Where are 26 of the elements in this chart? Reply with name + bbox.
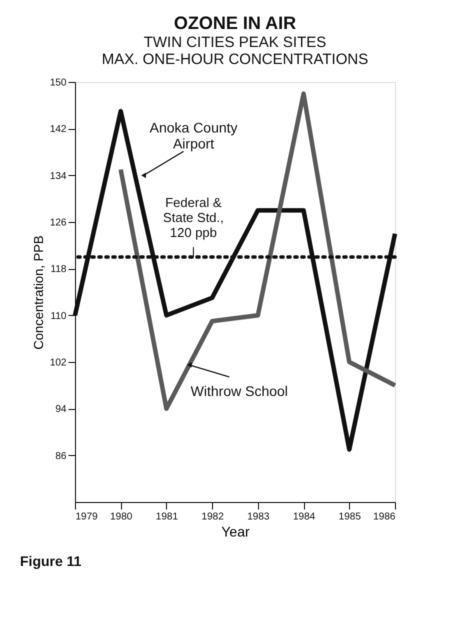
caption: Figure 11: [20, 553, 82, 569]
x-tick-label: 1984: [292, 512, 316, 522]
y-tick-label: 86: [55, 450, 67, 462]
y-tick-label: 134: [50, 170, 67, 182]
y-tick-label: 102: [50, 358, 67, 368]
y-tick-label: 118: [50, 264, 67, 276]
x-tick-label: 1982: [202, 512, 224, 522]
line-series: [118, 91, 398, 411]
chart-title: OZONE IN AIR: [174, 13, 296, 33]
y-tick-label: 142: [50, 124, 67, 136]
y-tick-label: 94: [55, 404, 67, 416]
y-tick-label: 110: [50, 310, 67, 322]
x-tick-label: 1986: [373, 512, 396, 522]
ref-line-label: Federal & State Std., 120 ppb: [163, 195, 224, 240]
x-tick-label: 1983: [247, 512, 270, 522]
y-tick-label: 126: [50, 218, 67, 228]
chart-subtitle: TWIN CITIES PEAK SITES MAX. ONE-HOUR CONCENTRATIONS: [102, 34, 368, 68]
y-tick-label: 150: [50, 78, 67, 88]
x-tick-label: 1980: [110, 512, 133, 522]
annotation: Anoka County Airport: [150, 119, 238, 152]
x-tick-label: 1979: [76, 512, 98, 522]
x-tick-label: 1981: [156, 512, 178, 522]
annotation: Withrow School: [190, 382, 288, 399]
y-axis-title: Concentration, PPB: [30, 235, 46, 350]
x-axis-title: Year: [221, 524, 250, 540]
x-tick-label: 1985: [338, 512, 362, 522]
